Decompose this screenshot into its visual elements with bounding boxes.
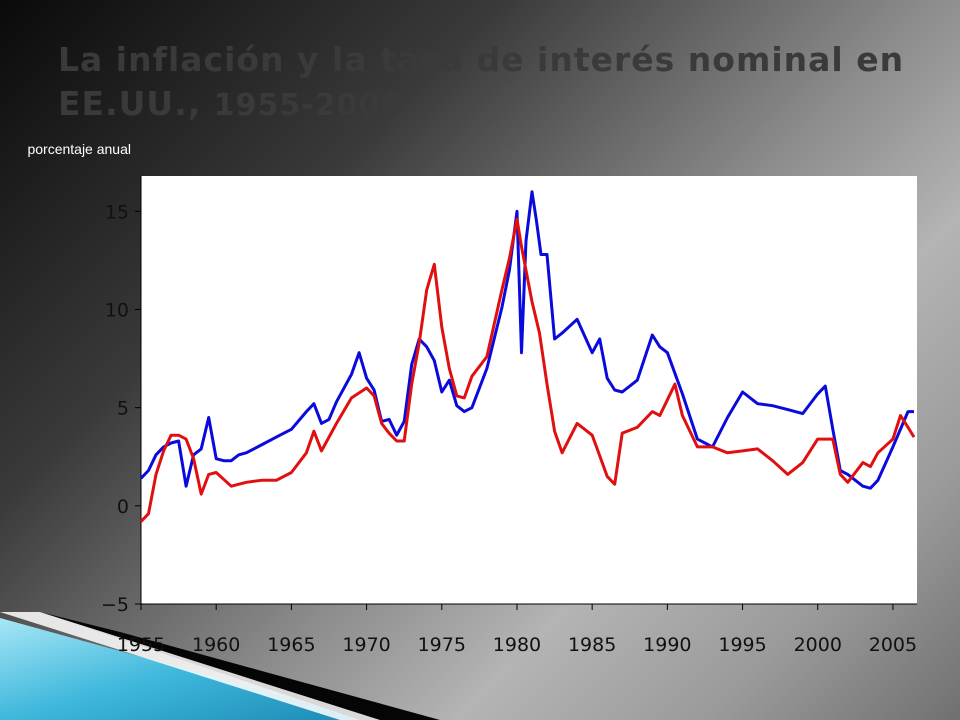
y-axis-label: porcentaje anual xyxy=(27,141,131,157)
x-tick-label: 1990 xyxy=(643,634,691,656)
x-tick-label: 1965 xyxy=(267,634,315,656)
plot-area xyxy=(141,176,917,604)
y-tick-label: 5 xyxy=(117,398,129,420)
axes-group: −5 0 5 10 15 1955 1960 1965 1970 1975 1980 1985 1990… xyxy=(101,176,917,656)
y-tick-label: 15 xyxy=(105,201,129,223)
title-text: La inflación y la tasa de interés nomina… xyxy=(58,40,905,123)
y-tick-label: −5 xyxy=(101,594,129,616)
x-tick-label: 1955 xyxy=(117,634,165,656)
black-ribbon-shape xyxy=(40,612,440,720)
x-tick-label: 1995 xyxy=(718,634,766,656)
x-tick-label: 1980 xyxy=(493,634,541,656)
series-line-0 xyxy=(139,190,914,490)
x-tick-label: 2000 xyxy=(794,634,842,656)
x-tick-label: 1970 xyxy=(342,634,390,656)
series-group xyxy=(139,190,916,523)
y-tick-label: 0 xyxy=(117,496,129,518)
slide-title: La inflación y la tasa de interés nomina… xyxy=(58,38,938,128)
x-tick-label: 1985 xyxy=(568,634,616,656)
x-tick-label: 2005 xyxy=(869,634,917,656)
title-years: 1955-2006 xyxy=(213,88,403,123)
x-tick-label: 1975 xyxy=(418,634,466,656)
white-ribbon-shape xyxy=(0,612,380,720)
y-tick-label: 10 xyxy=(105,300,129,322)
series-line-1 xyxy=(139,217,916,523)
x-tick-label: 1960 xyxy=(192,634,240,656)
